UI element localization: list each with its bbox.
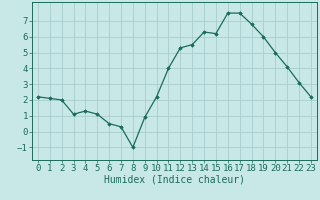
X-axis label: Humidex (Indice chaleur): Humidex (Indice chaleur) xyxy=(104,175,245,185)
